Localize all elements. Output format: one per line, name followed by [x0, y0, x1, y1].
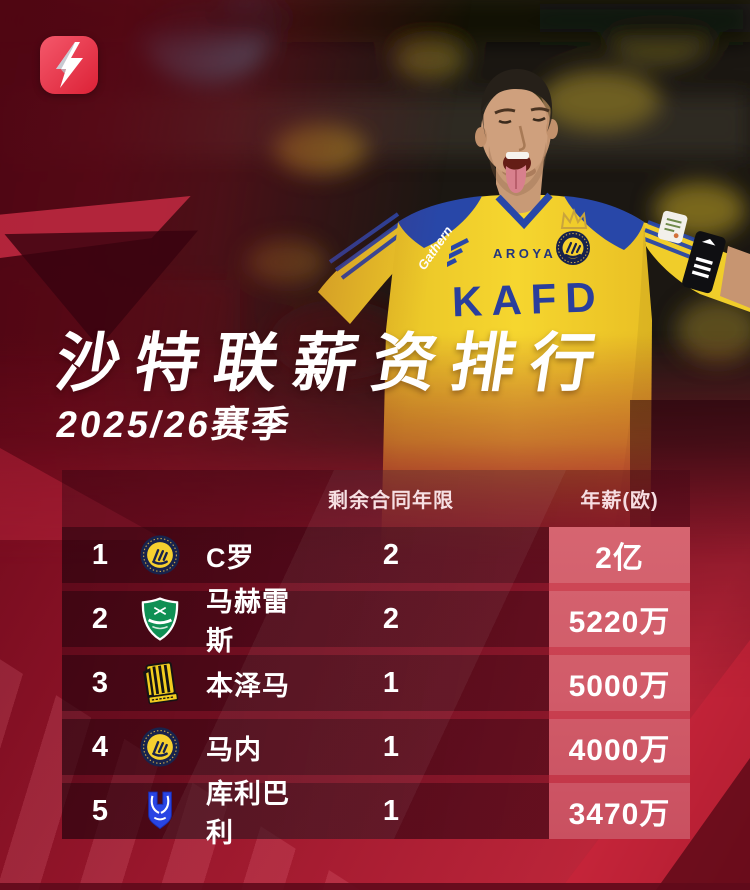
table-row: 5 库利巴利 1 3470万: [62, 779, 690, 848]
annual-salary: 3470万: [549, 783, 690, 839]
salary-column-band: [549, 527, 690, 839]
player-name: 马赫雷斯: [206, 587, 290, 656]
season-subtitle: 2025/26赛季: [53, 404, 295, 445]
header-contract-years: 剩余合同年限: [328, 490, 454, 512]
player-name: 库利巴利: [206, 779, 290, 848]
club-crest-cell: [124, 789, 196, 833]
header-annual-salary: 年薪(欧): [580, 490, 659, 512]
table-row: 4 马内 1: [62, 719, 690, 775]
annual-salary: 5220万: [549, 591, 690, 647]
club-crest-cell: [124, 534, 196, 576]
table-rows: 1 C罗 2: [62, 527, 690, 848]
rank: 5: [91, 794, 109, 827]
contract-years: 2: [382, 538, 400, 571]
contract-years: 1: [382, 666, 400, 699]
table-row: 3 本泽马: [62, 655, 690, 711]
table-header: 剩余合同年限 年薪(欧): [62, 470, 690, 527]
brand-logo-badge: [40, 36, 98, 94]
bg-bottom-bar: [0, 883, 750, 890]
annual-salary: 4000万: [549, 719, 690, 775]
table-row: 2 马赫雷斯 2 522: [62, 587, 690, 656]
al-nassr-crest: [140, 535, 180, 575]
rank: 4: [91, 730, 109, 763]
rank: 1: [91, 538, 109, 571]
page-title: 沙特联薪资排行: [50, 327, 616, 399]
al-ahli-crest: [141, 597, 179, 641]
rank: 2: [91, 602, 109, 635]
contract-years: 1: [382, 794, 400, 827]
salary-table: 剩余合同年限 年薪(欧) 1: [62, 470, 690, 848]
player-name: 马内: [206, 734, 262, 765]
lightning-icon: [40, 36, 98, 94]
club-crest-cell: [124, 597, 196, 641]
contract-years: 2: [382, 602, 400, 635]
al-hilal-crest: [148, 791, 172, 830]
al-ittihad-crest: [143, 661, 179, 705]
club-crest-cell: [124, 661, 196, 705]
contract-years: 1: [382, 730, 400, 763]
al-nassr-crest: [140, 727, 180, 767]
club-crest-cell: [124, 726, 196, 768]
table-row: 1 C罗 2: [62, 527, 690, 583]
player-name: 本泽马: [206, 670, 290, 701]
rank: 3: [91, 666, 109, 699]
player-name: C罗: [206, 542, 255, 573]
annual-salary: 5000万: [549, 655, 690, 711]
annual-salary: 2亿: [549, 527, 690, 583]
stadium-photo: AROYA Gathern KAFD: [0, 0, 750, 600]
